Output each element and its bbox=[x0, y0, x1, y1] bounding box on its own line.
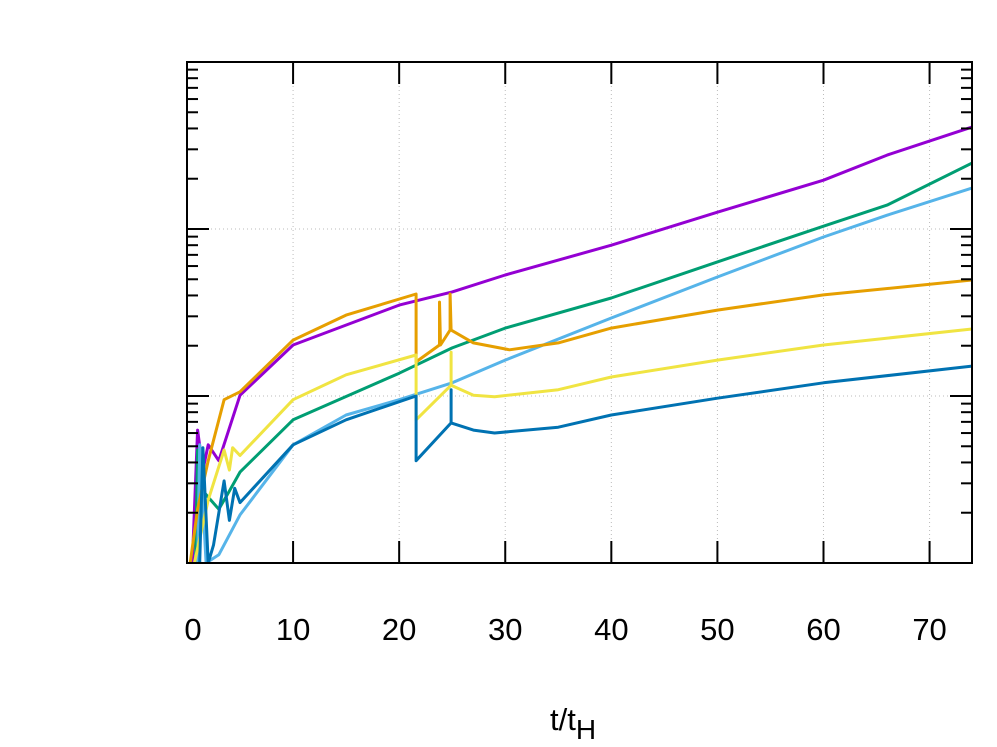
x-tick-label: 30 bbox=[488, 612, 522, 647]
plot-frame bbox=[186, 61, 973, 564]
grid bbox=[187, 62, 972, 563]
ticks bbox=[186, 62, 972, 564]
x-tick-label: 20 bbox=[382, 612, 416, 647]
x-tick-labels: 0 10 20 30 40 50 60 70 bbox=[184, 612, 946, 647]
x-tick-label: 50 bbox=[700, 612, 734, 647]
x-axis-label-subscript: H bbox=[576, 714, 596, 745]
series-line-6 bbox=[198, 364, 972, 563]
series-line-1 bbox=[190, 125, 972, 563]
x-tick-label: 10 bbox=[276, 612, 310, 647]
x-tick-label: 40 bbox=[594, 612, 628, 647]
x-axis-label: t/tH bbox=[550, 702, 596, 745]
series-line-2 bbox=[194, 161, 972, 563]
series-line-3 bbox=[196, 186, 972, 563]
x-tick-label: 0 bbox=[184, 612, 201, 647]
series-line-4 bbox=[188, 278, 972, 563]
x-tick-label: 60 bbox=[806, 612, 840, 647]
series-line-5 bbox=[192, 327, 972, 563]
series-group bbox=[188, 125, 972, 563]
x-tick-label: 70 bbox=[912, 612, 946, 647]
